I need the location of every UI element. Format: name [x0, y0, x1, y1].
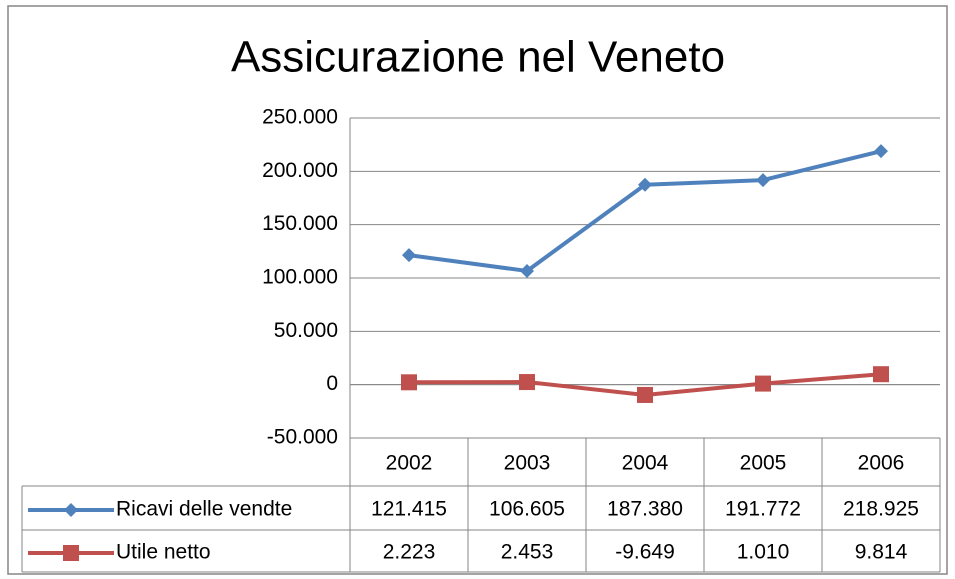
chart-border: [7, 5, 948, 575]
y-tick-label: 200.000: [262, 159, 338, 182]
x-tick-label: 2006: [858, 452, 905, 475]
y-tick-label: -50.000: [267, 426, 338, 449]
legend-label: Ricavi delle vendte: [116, 498, 292, 521]
marker: [401, 374, 417, 391]
data-label: 191.772: [725, 498, 801, 521]
marker: [64, 503, 78, 517]
data-label: 2.223: [383, 541, 436, 564]
data-label: 9.814: [855, 541, 908, 564]
y-tick-label: 150.000: [262, 212, 338, 235]
y-tick-label: 100.000: [262, 266, 338, 289]
y-tick-label: 0: [326, 372, 338, 395]
marker: [873, 366, 889, 383]
data-label: 106.605: [489, 498, 565, 521]
data-label: 2.453: [501, 541, 554, 564]
data-label: 187.380: [607, 498, 683, 521]
marker: [874, 144, 888, 159]
x-tick-label: 2003: [504, 452, 551, 475]
y-tick-label: 250.000: [262, 106, 338, 129]
marker: [756, 173, 770, 188]
x-tick-label: 2005: [740, 452, 787, 475]
data-label: -9.649: [615, 541, 675, 564]
marker: [63, 545, 79, 561]
marker: [637, 386, 653, 403]
x-tick-label: 2004: [622, 452, 669, 475]
marker: [519, 374, 535, 391]
data-label: 121.415: [371, 498, 447, 521]
marker: [402, 248, 416, 263]
data-label: 218.925: [843, 498, 919, 521]
marker: [638, 177, 652, 192]
marker: [520, 263, 534, 278]
data-label: 1.010: [737, 541, 790, 564]
marker: [755, 375, 771, 392]
x-tick-label: 2002: [386, 452, 433, 475]
y-tick-label: 50.000: [274, 319, 338, 342]
legend-label: Utile netto: [116, 541, 211, 564]
chart-title: Assicurazione nel Veneto: [231, 33, 725, 82]
